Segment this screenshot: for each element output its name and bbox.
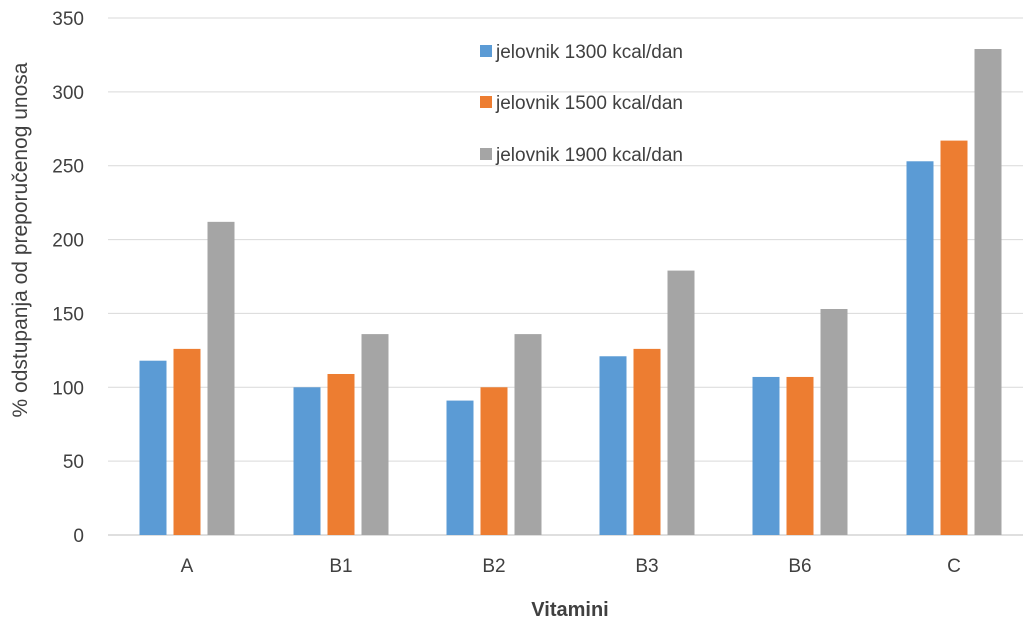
y-axis-ticks: 0 50 100 150 200 250 300 350	[52, 9, 84, 547]
x-axis-ticks: A B1 B2 B3 B6 C	[181, 556, 961, 577]
bar	[599, 356, 627, 535]
y-tick-label: 200	[52, 231, 84, 252]
bar	[480, 387, 508, 535]
y-tick-label: 0	[73, 526, 84, 547]
x-tick-label: B1	[329, 556, 352, 577]
bar	[940, 140, 968, 536]
y-axis-label: % odstupanja od preporučenog unosa	[9, 62, 32, 417]
bar	[786, 376, 814, 535]
bar	[361, 334, 389, 535]
bars	[139, 49, 1002, 536]
bar	[667, 270, 695, 535]
bar	[906, 161, 934, 536]
x-tick-label: B2	[482, 556, 505, 577]
legend-label: jelovnik 1300 kcal/dan	[495, 42, 683, 63]
bar	[820, 308, 848, 535]
legend-label: jelovnik 1900 kcal/dan	[495, 145, 683, 166]
x-tick-label: B3	[635, 556, 658, 577]
y-tick-label: 100	[52, 378, 84, 399]
bar	[293, 387, 321, 535]
bar	[139, 360, 167, 535]
x-tick-label: C	[947, 556, 961, 577]
legend-swatch	[480, 96, 492, 108]
legend-item: jelovnik 1900 kcal/dan	[480, 145, 683, 166]
x-axis-label: Vitamini	[531, 599, 608, 621]
bar	[207, 221, 235, 536]
y-tick-label: 300	[52, 83, 84, 104]
gridlines	[108, 17, 1023, 536]
legend: jelovnik 1300 kcal/dan jelovnik 1500 kcal…	[480, 42, 683, 166]
legend-item: jelovnik 1500 kcal/dan	[480, 93, 683, 114]
legend-item: jelovnik 1300 kcal/dan	[480, 42, 683, 63]
y-tick-label: 50	[63, 452, 84, 473]
bar	[446, 400, 474, 535]
y-tick-label: 250	[52, 157, 84, 178]
y-tick-label: 150	[52, 304, 84, 325]
legend-swatch	[480, 148, 492, 160]
bar	[173, 348, 201, 535]
legend-label: jelovnik 1500 kcal/dan	[495, 93, 683, 114]
x-tick-label: A	[181, 556, 194, 577]
x-tick-label: B6	[788, 556, 811, 577]
bar	[514, 334, 542, 535]
bar	[752, 376, 780, 535]
y-tick-label: 350	[52, 9, 84, 30]
bar	[633, 348, 661, 535]
bar	[974, 49, 1002, 536]
legend-swatch	[480, 45, 492, 57]
bar	[327, 373, 355, 535]
